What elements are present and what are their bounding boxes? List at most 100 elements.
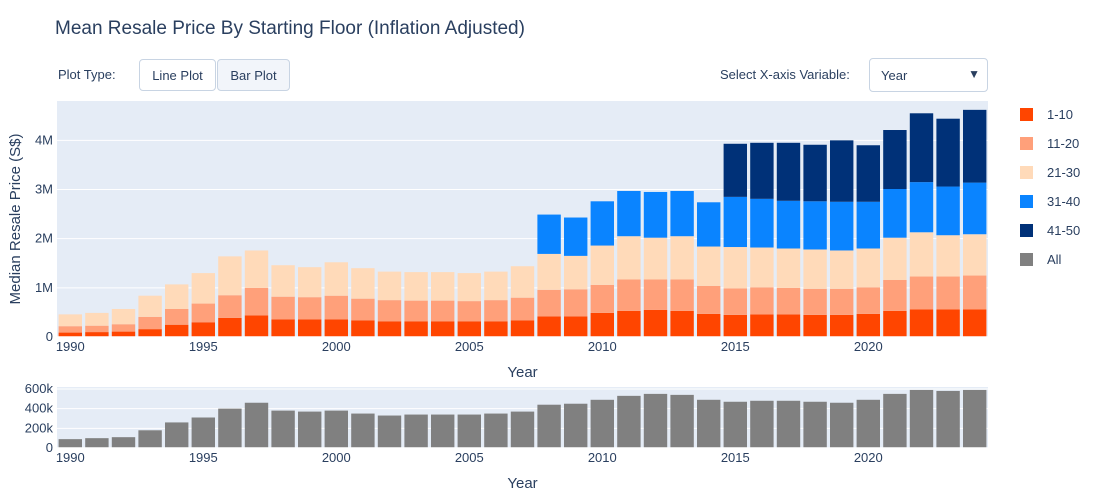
bar-11-20-2017 [776, 287, 801, 315]
bar-1-10-1998 [271, 319, 295, 337]
bar-11-20-2018 [803, 288, 827, 315]
legend-label: 11-20 [1047, 135, 1080, 151]
bar-21-30-2012 [643, 237, 668, 280]
bar-plot-button[interactable]: Bar Plot [217, 59, 290, 91]
bar-41-50-2020 [856, 145, 881, 202]
legend-swatch [1020, 194, 1033, 208]
x-tick-label: 2020 [854, 450, 883, 465]
bar-11-20-1997 [244, 287, 269, 316]
legend-label: 41-50 [1047, 222, 1081, 238]
bar-1-10-2021 [883, 310, 907, 337]
line-plot-button[interactable]: Line Plot [139, 59, 216, 91]
bar-21-30-2005 [457, 273, 482, 302]
x-tick-label: 1995 [189, 339, 218, 354]
bar-31-40-2010 [590, 201, 615, 246]
bar-All-2021 [883, 393, 907, 448]
bar-31-40-2022 [909, 182, 934, 233]
bar-All-2017 [776, 400, 801, 448]
chart-title: Mean Resale Price By Starting Floor (Inf… [55, 18, 525, 39]
xaxis-dropdown[interactable]: Year ▼ [869, 58, 988, 92]
bar-1-10-2010 [590, 312, 615, 337]
bar-All-2001 [351, 413, 375, 448]
bar-21-30-1990 [58, 314, 83, 327]
bar-31-40-2012 [643, 191, 668, 238]
bar-11-20-2008 [537, 289, 561, 317]
x-tick-label: 2010 [588, 450, 617, 465]
bar-21-30-1998 [271, 265, 295, 297]
legend-item-41-50[interactable]: 41-50 [1020, 222, 1080, 238]
bar-1-10-1994 [164, 324, 189, 337]
bar-1-10-2001 [351, 320, 375, 337]
bar-21-30-2006 [484, 271, 508, 301]
legend-item-21-30[interactable]: 21-30 [1020, 164, 1080, 180]
x-tick-label: 2000 [322, 450, 351, 465]
bar-11-20-2006 [484, 300, 508, 322]
bar-1-10-2011 [617, 310, 641, 337]
bar-All-2024 [962, 389, 987, 448]
bar-1-10-2002 [377, 321, 402, 337]
bar-31-40-2008 [537, 214, 561, 254]
bar-1-10-2017 [776, 314, 801, 337]
bar-All-2019 [829, 402, 854, 448]
bar-1-10-2019 [829, 314, 854, 337]
x-tick-label: 1990 [56, 450, 85, 465]
legend-item-All[interactable]: All [1020, 251, 1061, 267]
legend-item-1-10[interactable]: 1-10 [1020, 106, 1073, 122]
bar-11-20-2004 [430, 300, 455, 322]
bar-21-30-2021 [883, 237, 907, 280]
bar-11-20-2009 [563, 289, 588, 317]
bar-All-2005 [457, 414, 482, 448]
bar-11-20-2002 [377, 300, 402, 322]
bar-31-40-2015 [723, 196, 748, 248]
bar-11-20-1999 [297, 297, 322, 320]
bar-11-20-1994 [164, 308, 189, 325]
bar-11-20-1996 [218, 295, 242, 318]
x-tick-label: 1990 [56, 339, 85, 354]
bar-All-2014 [696, 399, 721, 448]
bar-All-2011 [617, 395, 641, 448]
bar-All-2004 [430, 414, 455, 448]
y-tick-label: 0 [46, 329, 53, 344]
bar-All-1998 [271, 410, 295, 448]
bar-21-30-2007 [510, 266, 535, 298]
bar-21-30-2022 [909, 232, 934, 277]
bar-All-2002 [377, 415, 402, 448]
bar-1-10-2020 [856, 313, 881, 337]
bar-1-10-2023 [936, 309, 960, 337]
y-axis-title: Median Resale Price (S$) [7, 134, 24, 305]
bar-All-2020 [856, 399, 881, 448]
legend-swatch [1020, 165, 1033, 179]
bar-11-20-2014 [696, 285, 721, 314]
bar-11-20-1991 [85, 325, 109, 333]
bar-41-50-2015 [723, 143, 748, 197]
plot-type-label: Plot Type: [58, 67, 116, 82]
bar-21-30-2009 [563, 255, 588, 290]
bar-All-2013 [670, 394, 694, 448]
legend-item-11-20[interactable]: 11-20 [1020, 135, 1079, 151]
bar-1-10-1997 [244, 315, 269, 337]
x-tick-label: 2015 [721, 450, 750, 465]
bar-1-10-2007 [510, 320, 535, 337]
bar-11-20-1995 [191, 303, 216, 323]
bar-All-2023 [936, 390, 960, 448]
y-tick-label: 1M [35, 280, 53, 295]
bar-21-30-2019 [829, 250, 854, 289]
bar-31-40-2009 [563, 217, 588, 256]
bar-All-1999 [297, 411, 322, 448]
bar-1-10-1992 [111, 331, 136, 337]
bar-31-40-2024 [962, 182, 987, 235]
bar-1-10-2022 [909, 309, 934, 337]
bar-31-40-2021 [883, 189, 907, 238]
bar-11-20-2020 [856, 287, 881, 314]
bar-21-30-1991 [85, 312, 109, 326]
x-tick-label: 2020 [854, 339, 883, 354]
legend-label: All [1047, 251, 1062, 267]
bar-31-40-2017 [776, 200, 801, 249]
bar-21-30-2017 [776, 248, 801, 288]
bar-All-2009 [563, 403, 588, 448]
bar-1-10-2013 [670, 310, 694, 337]
legend-item-31-40[interactable]: 31-40 [1020, 193, 1080, 209]
legend-label: 31-40 [1047, 193, 1081, 209]
bar-21-30-2024 [962, 234, 987, 276]
bar-1-10-1991 [85, 332, 109, 337]
